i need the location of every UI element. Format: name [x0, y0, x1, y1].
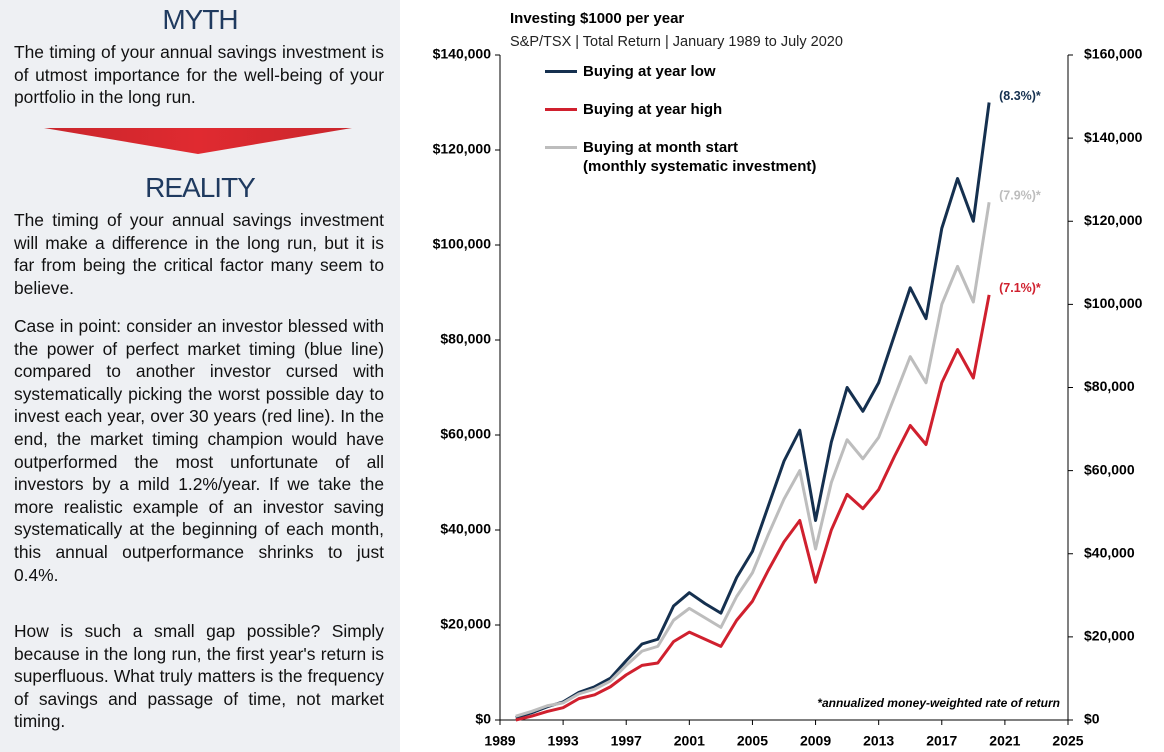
x-tick-label: 2013 [863, 733, 894, 749]
x-tick-label: 2001 [674, 733, 705, 749]
y-tick-label: $60,000 [440, 426, 491, 442]
x-tick-label: 1993 [548, 733, 579, 749]
arrow [44, 128, 352, 154]
y2-tick-label: $0 [1084, 711, 1100, 727]
y2-tick-label: $100,000 [1084, 295, 1143, 311]
footnote: *annualized money-weighted rate of retur… [817, 696, 1060, 710]
legend-label: Buying at month start (monthly systemati… [583, 139, 817, 175]
y-tick-label: $40,000 [440, 521, 491, 537]
myth-text: The timing of your annual savings invest… [14, 42, 384, 108]
x-tick-label: 2021 [989, 733, 1020, 749]
legend-label: Buying at year high [583, 101, 723, 118]
y2-tick-label: $80,000 [1084, 378, 1135, 394]
y2-tick-label: $60,000 [1084, 461, 1135, 477]
y-tick-label: $120,000 [433, 141, 492, 157]
y-tick-label: $140,000 [433, 46, 492, 62]
x-tick-label: 2017 [926, 733, 957, 749]
y2-tick-label: $140,000 [1084, 129, 1143, 145]
x-tick-label: 2009 [800, 733, 831, 749]
x-tick-label: 2005 [737, 733, 768, 749]
series-line [515, 102, 991, 720]
legend-item: Buying at year high [545, 100, 816, 119]
y2-tick-label: $120,000 [1084, 212, 1143, 228]
arrow-shape [44, 128, 352, 154]
legend-item: Buying at year low [545, 62, 816, 81]
text-panel: MYTH The timing of your annual savings i… [0, 0, 400, 752]
chart-title: Investing $1000 per year [510, 10, 684, 27]
x-tick-label: 2025 [1052, 733, 1083, 749]
legend: Buying at year low Buying at year high Buy… [545, 62, 816, 195]
reality-paragraph: The timing of your annual savings invest… [14, 210, 384, 298]
y-tick-label: $100,000 [433, 236, 492, 252]
legend-swatch [545, 70, 577, 73]
reality-paragraph: Case in point: consider an investor bles… [14, 316, 384, 585]
y-tick-label: $0 [475, 711, 491, 727]
reality-heading: REALITY [145, 172, 256, 203]
series-annotation: (7.1%)* [999, 281, 1041, 295]
legend-item: Buying at month start (monthly systemati… [545, 138, 816, 176]
y2-tick-label: $20,000 [1084, 628, 1135, 644]
chart-subtitle: S&P/TSX | Total Return | January 1989 to… [510, 34, 843, 50]
x-tick-label: 1997 [611, 733, 642, 749]
series-annotation: (7.9%)* [999, 189, 1041, 203]
myth-heading: MYTH [162, 4, 238, 35]
x-tick-label: 1989 [484, 733, 515, 749]
y2-tick-label: $160,000 [1084, 46, 1143, 62]
series-line [515, 202, 991, 718]
series-annotation: (8.3%)* [999, 89, 1041, 103]
reality-paragraph: How is such a small gap possible? Simply… [14, 621, 384, 732]
legend-swatch [545, 146, 577, 149]
series-line [515, 294, 991, 722]
legend-swatch [545, 108, 577, 111]
y-tick-label: $20,000 [440, 616, 491, 632]
legend-label: Buying at year low [583, 63, 716, 80]
y2-tick-label: $40,000 [1084, 544, 1135, 560]
y-tick-label: $80,000 [440, 331, 491, 347]
